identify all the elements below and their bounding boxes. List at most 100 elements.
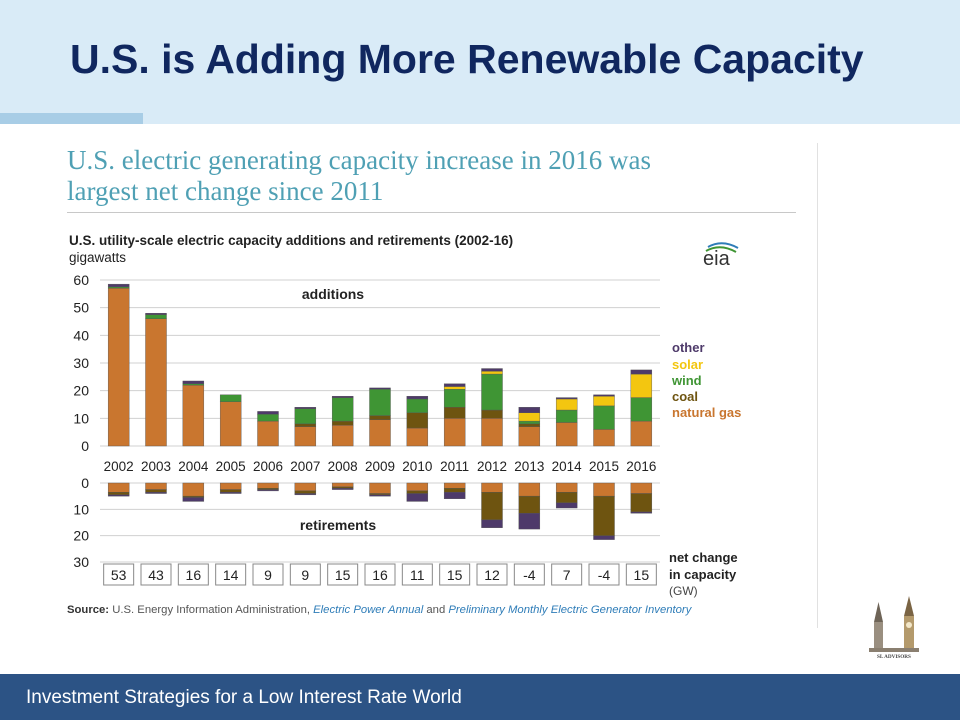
retirements-tick-label: 30 (73, 554, 89, 570)
retirement-bar-other (481, 519, 503, 528)
addition-bar-wind (257, 413, 279, 422)
addition-bar-natural-gas (630, 420, 653, 447)
logo-left-spire (874, 602, 883, 622)
net-change-box (588, 563, 620, 586)
retirement-bar-other (219, 492, 242, 494)
net-change-box (364, 563, 396, 586)
legend-item-solar: solar (672, 357, 703, 372)
source-and: and (426, 604, 446, 616)
source-link-annual[interactable]: Electric Power Annual (313, 604, 424, 616)
logo-text: SL ADVISORS (877, 654, 911, 660)
addition-bar-coal (294, 423, 317, 427)
retirement-bar-natural-gas (107, 482, 130, 493)
logo-clock-face (906, 622, 912, 628)
retirement-bar-other (107, 494, 130, 497)
addition-bar-solar (630, 373, 653, 398)
addition-bar-other (518, 407, 541, 413)
retirement-bar-other (145, 492, 167, 494)
retirement-bar-natural-gas (406, 482, 429, 492)
addition-bar-wind (630, 397, 653, 422)
addition-bar-wind (555, 409, 578, 423)
retirement-bar-coal (555, 492, 578, 503)
legend-item-natural-gas: natural gas (672, 405, 741, 420)
net-change-box (551, 563, 583, 586)
net-change-value: 16 (372, 567, 388, 583)
retirement-bar-other (630, 511, 653, 514)
source-link-inventory[interactable]: Preliminary Monthly Electric Generator I… (448, 604, 692, 616)
source-org: U.S. Energy Information Administration, (112, 604, 310, 616)
retirement-bar-other (294, 493, 317, 496)
net-change-value: -4 (598, 567, 611, 583)
retirement-bar-natural-gas (145, 482, 167, 490)
retirement-bar-other (182, 497, 205, 502)
additions-tick-label: 50 (73, 300, 89, 316)
retirement-bar-other (593, 535, 615, 540)
retirements-label: retirements (300, 517, 376, 533)
additions-tick-label: 20 (73, 383, 89, 399)
net-change-box (252, 563, 284, 586)
capacity-chart: U.S. utility-scale electric capacity add… (69, 233, 741, 598)
retirement-bar-other (331, 488, 354, 490)
additions-tick-label: 10 (73, 410, 89, 426)
year-tick-label: 2002 (104, 459, 134, 474)
logo-right-tower (904, 616, 914, 648)
year-tick-label: 2010 (402, 459, 432, 474)
addition-bar-natural-gas (555, 422, 578, 447)
net-change-box (327, 563, 359, 586)
addition-bar-solar (593, 395, 615, 407)
retirement-bar-natural-gas (182, 482, 205, 497)
addition-bar-other (593, 394, 615, 397)
retirement-bar-coal (630, 493, 653, 513)
addition-bar-natural-gas (219, 401, 242, 447)
net-change-box (625, 563, 657, 586)
addition-bar-coal (481, 409, 503, 419)
addition-bar-other (294, 407, 317, 409)
year-tick-label: 2006 (253, 459, 283, 474)
retirement-bar-other (406, 493, 429, 502)
retirement-bar-natural-gas (369, 482, 391, 494)
retirement-bar-other (555, 502, 578, 509)
year-tick-label: 2014 (552, 459, 583, 474)
net-change-value: 12 (484, 567, 500, 583)
chart-headline-line-1: U.S. electric generating capacity increa… (67, 145, 652, 175)
additions-tick-label: 60 (73, 272, 89, 288)
retirement-bar-other (257, 489, 279, 492)
net-change-box (401, 563, 433, 586)
year-tick-label: 2003 (141, 459, 171, 474)
addition-bar-wind (369, 389, 391, 416)
net-change-box (513, 563, 545, 586)
chart-headline-line-2: largest net change since 2011 (67, 176, 384, 206)
addition-bar-wind (145, 314, 167, 319)
net-change-value: 11 (410, 567, 425, 583)
content-right-rule (817, 143, 818, 628)
year-tick-label: 2004 (178, 459, 209, 474)
net-change-box (476, 563, 508, 586)
addition-bar-natural-gas (369, 419, 391, 447)
addition-bar-natural-gas (593, 429, 615, 447)
chart-title: U.S. utility-scale electric capacity add… (69, 233, 513, 248)
net-change-value: 7 (563, 567, 571, 583)
net-change-label-1: net change (669, 550, 738, 565)
retirement-bar-other (443, 492, 466, 500)
eia-logo: eia (703, 242, 739, 270)
net-change-value: 43 (148, 567, 164, 583)
addition-bar-coal (518, 423, 541, 427)
additions-tick-label: 0 (81, 438, 89, 454)
accent-bar (0, 113, 143, 124)
year-tick-label: 2016 (626, 459, 656, 474)
year-tick-label: 2005 (216, 459, 246, 474)
retirement-bar-coal (219, 489, 242, 493)
additions-tick-label: 30 (73, 355, 89, 371)
logo-left-tower (874, 622, 883, 648)
eia-logo-text: eia (703, 248, 731, 270)
addition-bar-wind (481, 373, 503, 411)
net-change-box (215, 563, 247, 586)
net-change-value: 9 (301, 567, 309, 583)
addition-bar-natural-gas (257, 420, 279, 447)
addition-bar-wind (406, 398, 429, 413)
net-change-value: -4 (523, 567, 536, 583)
net-change-value: 53 (111, 567, 127, 583)
retirement-bar-natural-gas (481, 482, 503, 493)
addition-bar-coal (443, 407, 466, 419)
retirement-bar-natural-gas (219, 482, 242, 490)
